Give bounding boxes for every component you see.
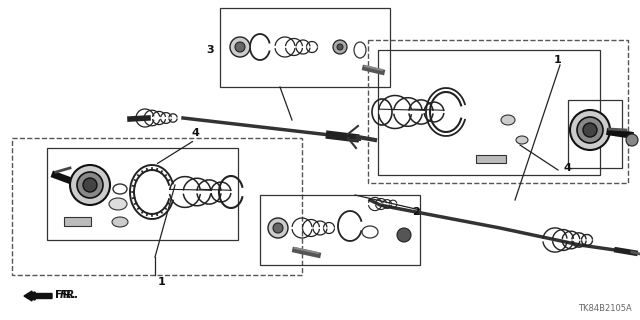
Bar <box>378 50 600 175</box>
Ellipse shape <box>337 44 343 50</box>
Text: 4: 4 <box>191 128 199 138</box>
Ellipse shape <box>112 217 128 227</box>
Text: FR.: FR. <box>60 290 79 300</box>
Ellipse shape <box>83 178 97 192</box>
Ellipse shape <box>230 37 250 57</box>
Text: 2: 2 <box>412 207 420 217</box>
Text: 1: 1 <box>158 277 166 287</box>
Ellipse shape <box>583 123 597 137</box>
Text: 3: 3 <box>206 45 214 55</box>
Bar <box>568 100 622 168</box>
Ellipse shape <box>626 134 638 146</box>
Bar <box>260 195 420 265</box>
Bar <box>12 138 302 275</box>
Ellipse shape <box>77 172 103 198</box>
FancyArrow shape <box>24 291 52 301</box>
Ellipse shape <box>333 40 347 54</box>
Bar <box>64 217 91 226</box>
Text: 1: 1 <box>554 55 562 65</box>
Ellipse shape <box>397 228 411 242</box>
Ellipse shape <box>501 115 515 125</box>
Ellipse shape <box>577 117 603 143</box>
Ellipse shape <box>516 136 528 144</box>
Bar <box>368 40 628 183</box>
Ellipse shape <box>70 165 110 205</box>
Text: FR.: FR. <box>55 290 76 300</box>
Bar <box>476 155 506 163</box>
Ellipse shape <box>235 42 245 52</box>
Text: 4: 4 <box>563 163 571 173</box>
Text: TK84B2105A: TK84B2105A <box>579 304 632 313</box>
Ellipse shape <box>268 218 288 238</box>
Ellipse shape <box>109 198 127 210</box>
Bar <box>47 148 238 240</box>
Ellipse shape <box>570 110 610 150</box>
Ellipse shape <box>273 223 283 233</box>
Bar <box>220 8 390 87</box>
